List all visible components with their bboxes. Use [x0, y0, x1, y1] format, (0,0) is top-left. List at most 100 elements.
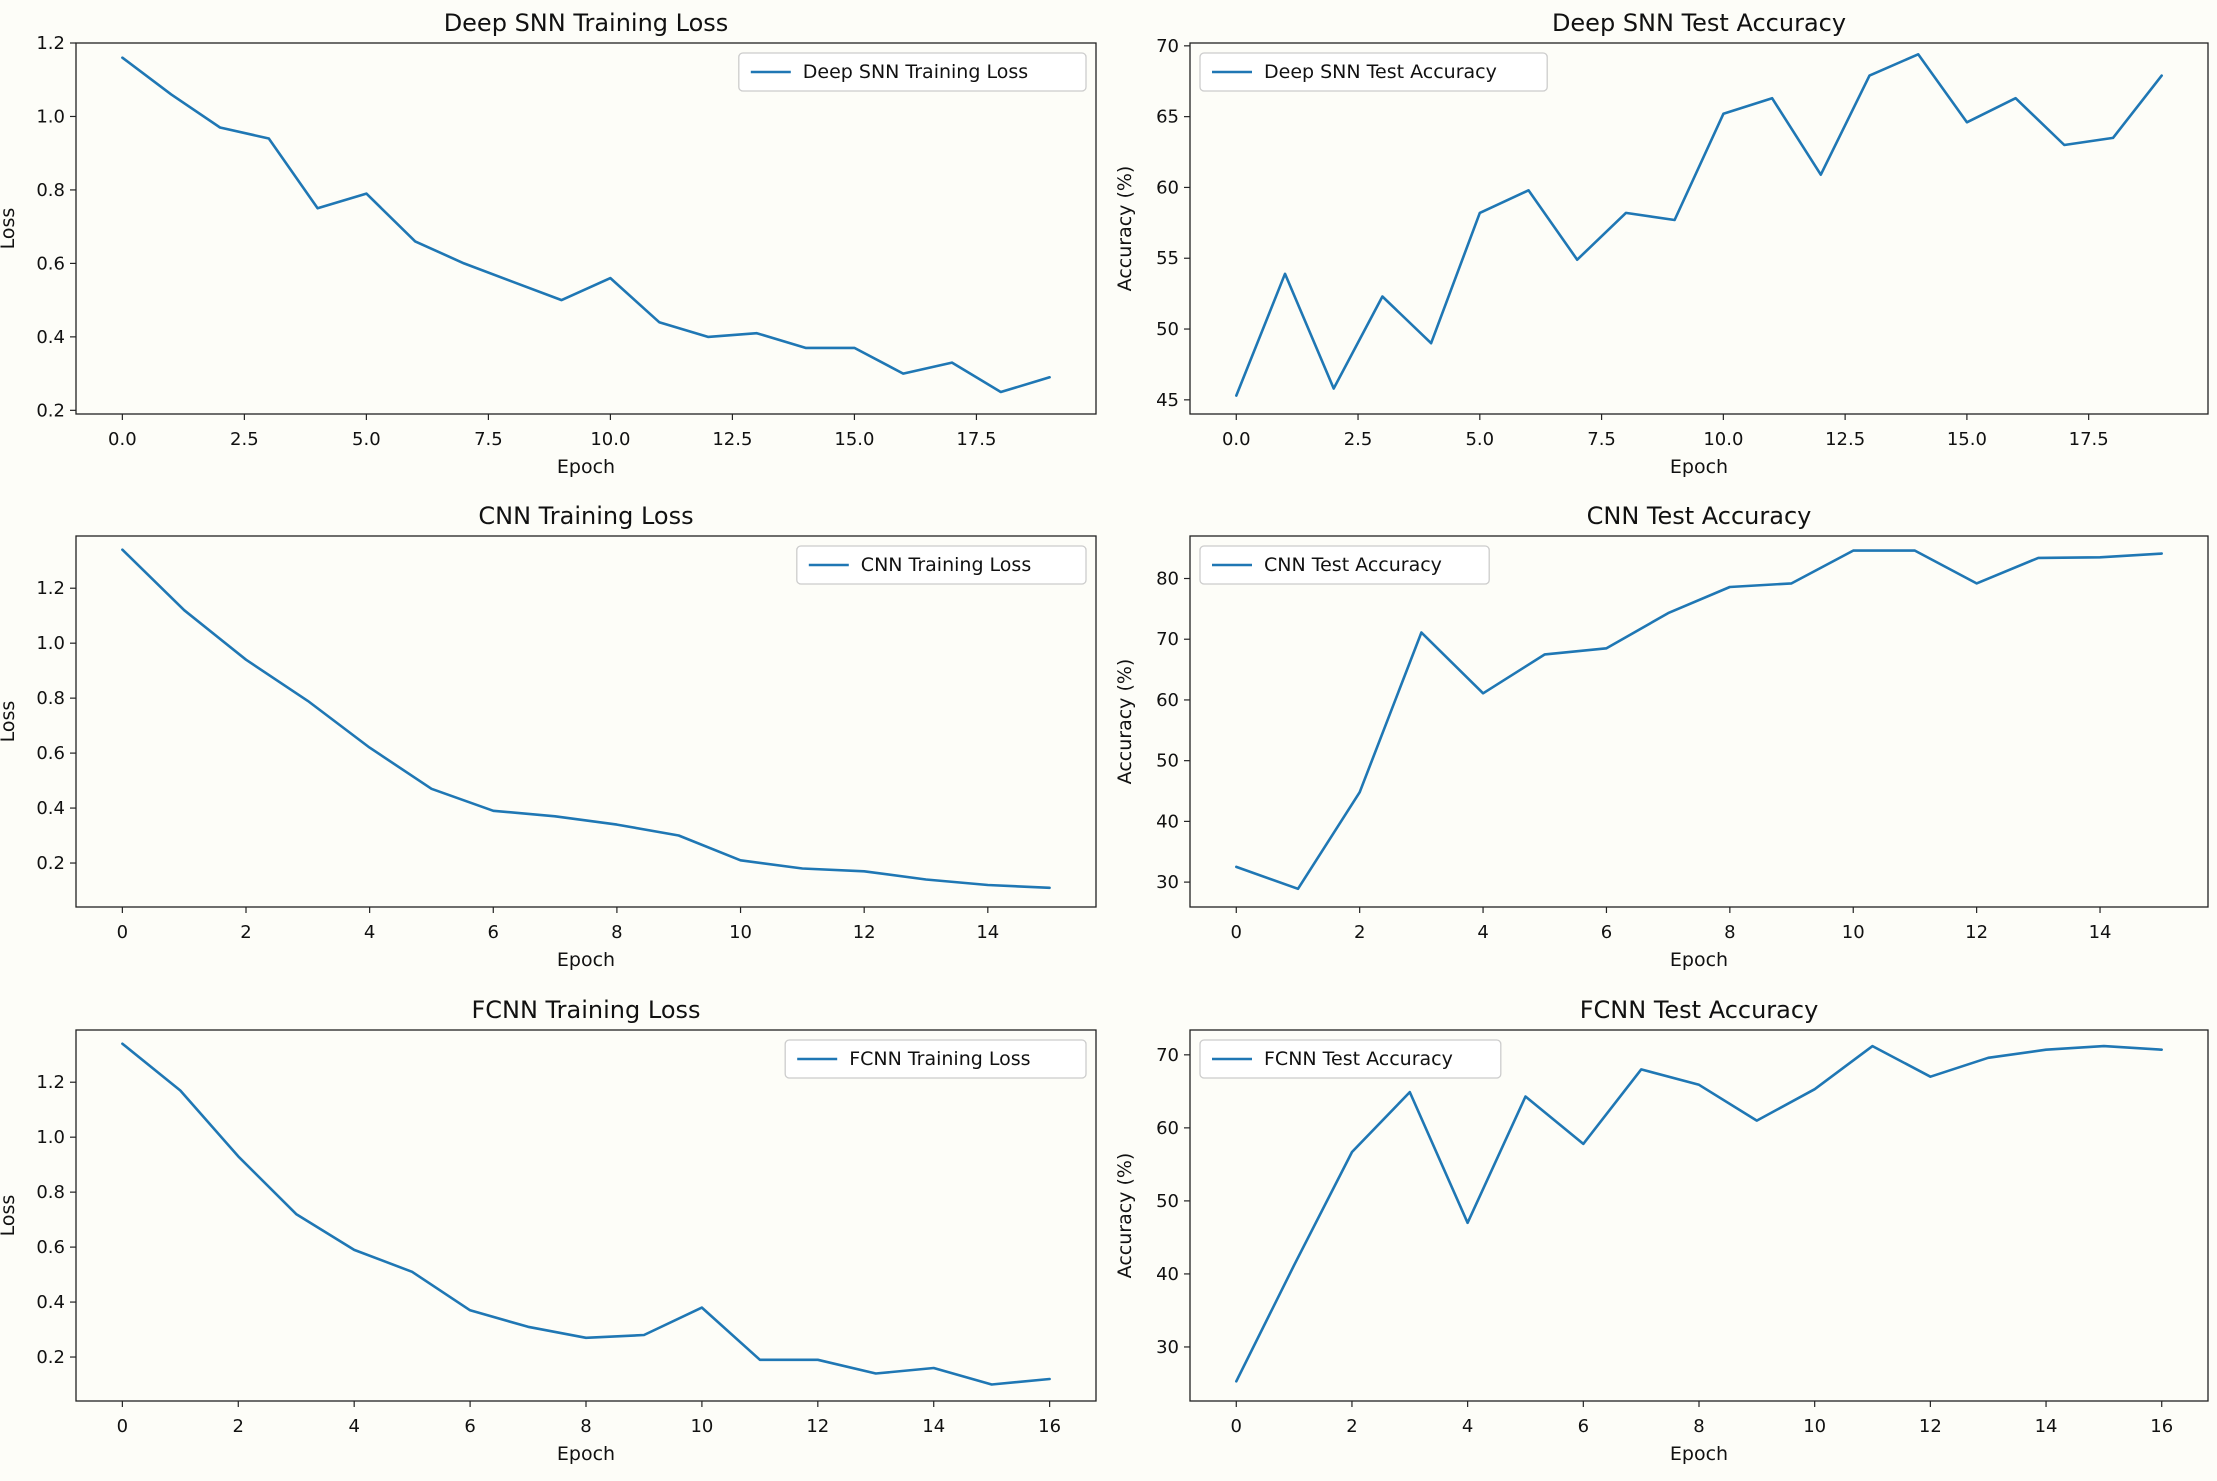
x-axis-label: Epoch: [557, 1443, 615, 1465]
x-tick-label: 2: [1354, 922, 1365, 943]
x-tick-label: 5.0: [1465, 429, 1494, 450]
x-tick-label: 12: [1965, 922, 1988, 943]
x-tick-label: 0.0: [108, 429, 137, 450]
x-tick-label: 2.5: [1344, 429, 1373, 450]
x-axis-label: Epoch: [1670, 949, 1728, 971]
x-axis-label: Epoch: [1670, 1443, 1728, 1465]
x-tick-label: 14: [2035, 1416, 2058, 1437]
x-tick-label: 10.0: [1703, 429, 1743, 450]
y-tick-label: 55: [1156, 248, 1179, 269]
x-tick-label: 16: [2150, 1416, 2173, 1437]
x-tick-label: 7.5: [1587, 429, 1616, 450]
x-tick-label: 14: [2089, 922, 2112, 943]
legend: CNN Training Loss: [796, 545, 1087, 585]
x-tick-label: 12: [1919, 1416, 1942, 1437]
y-tick-label: 0.6: [36, 1237, 65, 1258]
x-tick-label: 0: [117, 922, 128, 943]
x-tick-label: 10.0: [590, 429, 630, 450]
legend-box: [784, 1039, 1087, 1079]
y-tick-label: 0.6: [36, 743, 65, 764]
legend-box: [1199, 1039, 1502, 1079]
legend-label: Deep SNN Training Loss: [803, 61, 1028, 83]
y-tick-label: 40: [1156, 1264, 1179, 1285]
x-tick-label: 4: [364, 922, 375, 943]
legend-label: FCNN Test Accuracy: [1264, 1048, 1453, 1070]
y-axis-label: Accuracy (%): [1114, 166, 1136, 292]
y-tick-label: 0.4: [36, 327, 65, 348]
x-tick-label: 2: [233, 1416, 244, 1437]
x-tick-label: 4: [348, 1416, 359, 1437]
y-tick-label: 60: [1156, 690, 1179, 711]
legend: FCNN Training Loss: [784, 1039, 1087, 1079]
y-tick-label: 60: [1156, 177, 1179, 198]
x-tick-label: 15.0: [834, 429, 874, 450]
x-tick-label: 6: [1578, 1416, 1589, 1437]
legend-label: FCNN Training Loss: [849, 1048, 1030, 1070]
chart-title: Deep SNN Test Accuracy: [1552, 9, 1846, 37]
x-tick-label: 12.5: [1825, 429, 1865, 450]
y-tick-label: 60: [1156, 1118, 1179, 1139]
x-tick-label: 7.5: [474, 429, 503, 450]
y-tick-label: 0.8: [36, 180, 65, 201]
y-tick-label: 30: [1156, 872, 1179, 893]
y-tick-label: 50: [1156, 751, 1179, 772]
x-tick-label: 14: [922, 1416, 945, 1437]
series-line: [1235, 52, 2163, 397]
x-tick-label: 12.5: [712, 429, 752, 450]
y-tick-label: 50: [1156, 319, 1179, 340]
y-tick-label: 0.4: [36, 798, 65, 819]
y-tick-label: 0.2: [36, 1347, 65, 1368]
x-tick-label: 6: [488, 922, 499, 943]
series-line: [1235, 549, 2163, 891]
y-tick-label: 1.2: [36, 33, 65, 54]
y-tick-label: 0.8: [36, 688, 65, 709]
y-axis-label: Loss: [0, 208, 19, 250]
x-tick-label: 15.0: [1947, 429, 1987, 450]
y-tick-label: 1.0: [36, 633, 65, 654]
y-tick-label: 1.2: [36, 578, 65, 599]
chart-title: FCNN Test Accuracy: [1580, 996, 1819, 1024]
x-tick-label: 10: [1842, 922, 1865, 943]
x-tick-label: 0: [1231, 1416, 1242, 1437]
y-tick-label: 70: [1156, 1045, 1179, 1066]
legend: CNN Test Accuracy: [1199, 545, 1490, 585]
legend-box: [796, 545, 1087, 585]
legend-label: CNN Training Loss: [861, 554, 1031, 576]
y-axis-label: Accuracy (%): [1114, 1153, 1136, 1279]
y-tick-label: 30: [1156, 1337, 1179, 1358]
x-tick-label: 2: [1346, 1416, 1357, 1437]
panel-deep-snn-training-loss: Deep SNN Training Loss 0.0 2.5 5.0 7.5 10.0 12…: [0, 9, 1097, 478]
legend-box: [1199, 545, 1490, 585]
panel-fcnn-test-accuracy: FCNN Test Accuracy 0 2 4 6 8 10 12 14 16 30 40 50 60 7…: [1114, 996, 2209, 1465]
axes-frame: [1189, 535, 2209, 908]
series-line: [121, 548, 1051, 890]
axes-frame: [75, 42, 1097, 415]
legend-box: [738, 52, 1087, 92]
chart-title: FCNN Training Loss: [471, 996, 700, 1024]
x-tick-label: 10: [729, 922, 752, 943]
panel-cnn-training-loss: CNN Training Loss 0 2 4 6 8 10 12 14 0.2 0.4 0.6 0.8…: [0, 502, 1097, 971]
x-tick-label: 4: [1477, 922, 1488, 943]
panel-deep-snn-test-accuracy: Deep SNN Test Accuracy 0.0 2.5 5.0 7.5 10.0 12…: [1114, 9, 2209, 478]
y-tick-label: 40: [1156, 811, 1179, 832]
x-tick-label: 10: [1803, 1416, 1826, 1437]
x-tick-label: 17.5: [956, 429, 996, 450]
y-tick-label: 45: [1156, 390, 1179, 411]
x-tick-label: 2: [240, 922, 251, 943]
y-tick-label: 0.2: [36, 853, 65, 874]
legend: Deep SNN Test Accuracy: [1199, 52, 1548, 92]
chart-title: CNN Test Accuracy: [1587, 502, 1812, 530]
y-tick-label: 80: [1156, 569, 1179, 590]
chart-title: Deep SNN Training Loss: [444, 9, 729, 37]
x-axis-label: Epoch: [1670, 456, 1728, 478]
axes-frame: [1189, 42, 2209, 415]
series-line: [121, 56, 1051, 394]
panel-cnn-test-accuracy: CNN Test Accuracy 0 2 4 6 8 10 12 14 30 40 50 60 70 80…: [1114, 502, 2209, 971]
y-tick-label: 0.2: [36, 400, 65, 421]
x-tick-label: 0: [117, 1416, 128, 1437]
y-axis-label: Loss: [0, 1195, 19, 1237]
x-tick-label: 5.0: [352, 429, 381, 450]
x-tick-label: 14: [976, 922, 999, 943]
x-tick-label: 0.0: [1222, 429, 1251, 450]
y-tick-label: 0.4: [36, 1292, 65, 1313]
